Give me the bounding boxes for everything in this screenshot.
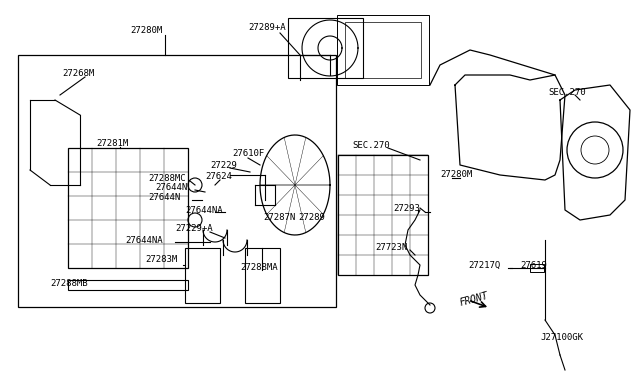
Bar (68, 280, 188, 290)
Text: 27268M: 27268M (62, 68, 94, 77)
Text: 27280M: 27280M (130, 26, 163, 35)
Bar (530, 264, 544, 272)
Text: 27644N: 27644N (155, 183, 188, 192)
Text: 27288MA: 27288MA (240, 263, 278, 273)
Text: 27644NA: 27644NA (125, 235, 163, 244)
Text: 27288MB: 27288MB (50, 279, 88, 288)
Bar (245, 248, 280, 303)
Text: SEC.270: SEC.270 (352, 141, 390, 150)
Text: 27723N: 27723N (375, 244, 407, 253)
Bar (338, 155, 428, 275)
Text: 27624: 27624 (205, 171, 232, 180)
Text: 27289: 27289 (298, 212, 325, 221)
Text: J27100GK: J27100GK (540, 334, 583, 343)
Text: 27644NA: 27644NA (185, 205, 223, 215)
Text: 27288MC: 27288MC (148, 173, 186, 183)
Text: SEC.270: SEC.270 (548, 87, 586, 96)
Text: 27229+A: 27229+A (175, 224, 212, 232)
Text: 27280M: 27280M (440, 170, 472, 179)
Text: 27283M: 27283M (145, 256, 177, 264)
Text: 27287N: 27287N (263, 212, 295, 221)
Text: 27229: 27229 (210, 160, 237, 170)
Bar (18, 55, 336, 307)
Bar (288, 18, 363, 78)
Text: 27610F: 27610F (232, 148, 264, 157)
Bar (68, 148, 188, 268)
Bar (185, 248, 220, 303)
Text: 27619: 27619 (520, 262, 547, 270)
Bar (345, 22, 421, 78)
Text: 27281M: 27281M (96, 138, 128, 148)
Text: 27289+A: 27289+A (248, 22, 285, 32)
Text: FRONT: FRONT (458, 291, 489, 308)
Bar (337, 15, 429, 85)
Text: 27217Q: 27217Q (468, 260, 500, 269)
Text: 27293: 27293 (393, 203, 420, 212)
Text: 27644N: 27644N (148, 192, 180, 202)
